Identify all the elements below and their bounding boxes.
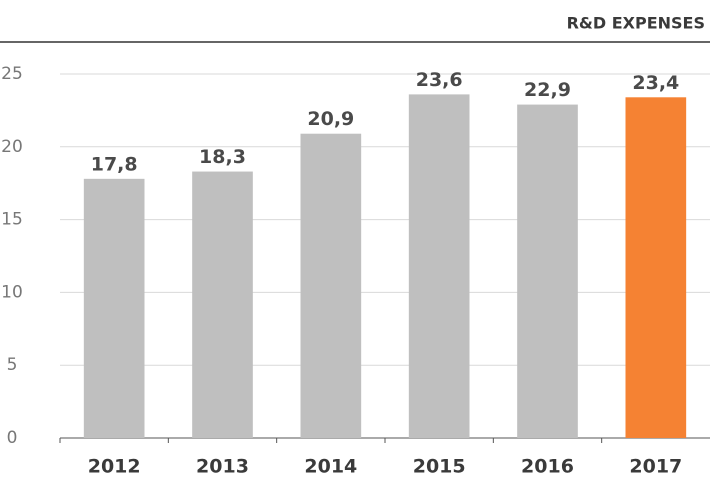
y-tick-label: 0: [7, 428, 18, 448]
x-tick-label: 2017: [629, 456, 682, 478]
bar: [192, 171, 253, 438]
bar: [83, 178, 145, 438]
bar: [408, 94, 470, 438]
y-tick-label: 5: [7, 355, 18, 375]
value-label: 22,9: [524, 79, 571, 101]
bar: [517, 104, 578, 439]
value-label: 17,8: [91, 153, 138, 175]
value-label: 18,3: [199, 146, 246, 168]
value-label: 23,4: [632, 72, 679, 94]
y-tick-label: 15: [1, 210, 23, 230]
x-tick-label: 2012: [88, 456, 141, 478]
x-tick-label: 2014: [304, 456, 357, 478]
value-label: 23,6: [416, 69, 463, 91]
x-tick-label: 2013: [196, 456, 249, 478]
x-tick-label: 2016: [521, 456, 574, 478]
chart-title: R&D EXPENSES: [567, 14, 705, 33]
bar: [625, 97, 687, 439]
bar: [300, 133, 362, 439]
x-tick-label: 2015: [413, 456, 466, 478]
y-tick-label: 10: [1, 282, 23, 302]
value-label: 20,9: [307, 108, 354, 130]
y-tick-label: 20: [1, 137, 23, 157]
y-tick-label: 25: [1, 64, 23, 84]
